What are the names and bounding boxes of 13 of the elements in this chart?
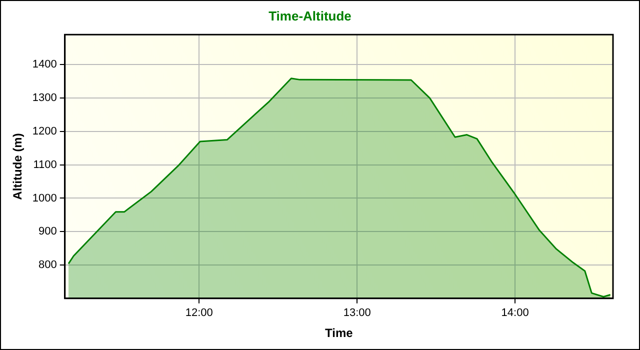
x-tick-label: 14:00: [501, 307, 529, 320]
y-tick-label: 800: [38, 259, 57, 272]
x-axis-title: Time: [325, 326, 354, 340]
y-axis-title: Altitude (m): [10, 133, 25, 200]
y-tick-label: 1000: [32, 192, 57, 204]
chart-title: Time-Altitude: [268, 8, 352, 24]
y-tick-label: 900: [38, 226, 57, 238]
y-tick-label: 1100: [33, 158, 57, 171]
y-tick-label: 1400: [32, 58, 57, 71]
y-tick-label: 1200: [32, 125, 57, 138]
x-tick-label: 13:00: [343, 307, 371, 320]
x-tick-label: 12:00: [185, 307, 213, 320]
y-tick-label: 1300: [32, 92, 57, 104]
